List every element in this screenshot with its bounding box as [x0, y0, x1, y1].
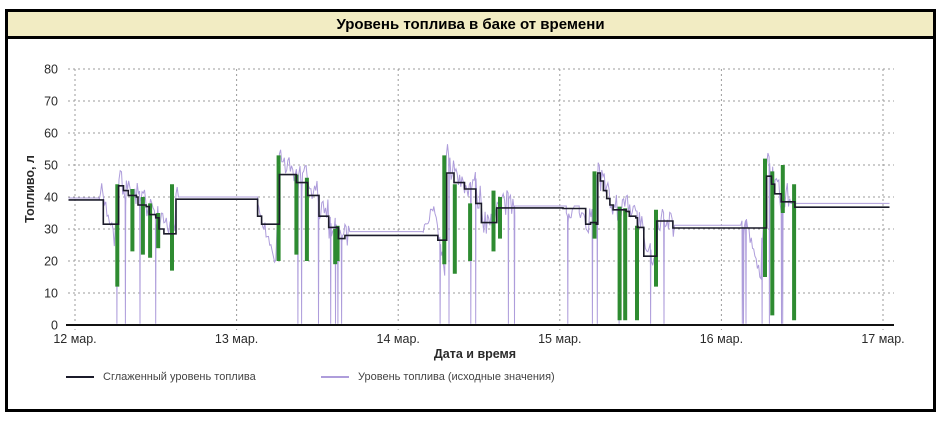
fuel-level-plot: 0 10 20 30 40 50 60 70 80 12 мар. 13 мар. 14 мар. 15…	[23, 63, 905, 362]
chart-area: 0 10 20 30 40 50 60 70 80 12 мар. 13 мар. 14 мар. 15…	[8, 39, 933, 409]
chart-title-bar: Уровень топлива в баке от времени	[8, 12, 933, 39]
svg-text:16 мар.: 16 мар.	[700, 332, 743, 346]
svg-text:80: 80	[44, 63, 58, 77]
svg-text:14 мар.: 14 мар.	[377, 332, 420, 346]
x-axis-title: Дата и время	[434, 347, 516, 361]
legend-item-raw: Уровень топлива (исходные значения)	[321, 370, 555, 384]
smoothed-line-swatch	[66, 376, 94, 378]
y-axis-title: Топливо, л	[23, 155, 37, 223]
svg-text:17 мар.: 17 мар.	[861, 332, 904, 346]
svg-text:10: 10	[44, 287, 58, 301]
raw-line-swatch	[321, 376, 349, 378]
svg-text:30: 30	[44, 223, 58, 237]
svg-text:70: 70	[44, 95, 58, 109]
svg-text:50: 50	[44, 159, 58, 173]
chart-title: Уровень топлива в баке от времени	[336, 15, 605, 33]
svg-text:20: 20	[44, 255, 58, 269]
legend-label-raw: Уровень топлива (исходные значения)	[358, 371, 555, 383]
svg-text:40: 40	[44, 191, 58, 205]
svg-text:15 мар.: 15 мар.	[538, 332, 581, 346]
chart-panel: Уровень топлива в баке от времени 0 10 20 3…	[5, 9, 936, 412]
svg-text:60: 60	[44, 127, 58, 141]
svg-text:0: 0	[51, 319, 58, 333]
legend-item-smoothed: Сглаженный уровень топлива	[66, 370, 256, 384]
chart-legend: Сглаженный уровень топлива Уровень топли…	[8, 370, 933, 386]
svg-text:13 мар.: 13 мар.	[215, 332, 258, 346]
svg-text:12 мар.: 12 мар.	[53, 332, 96, 346]
legend-label-smoothed: Сглаженный уровень топлива	[103, 371, 256, 383]
